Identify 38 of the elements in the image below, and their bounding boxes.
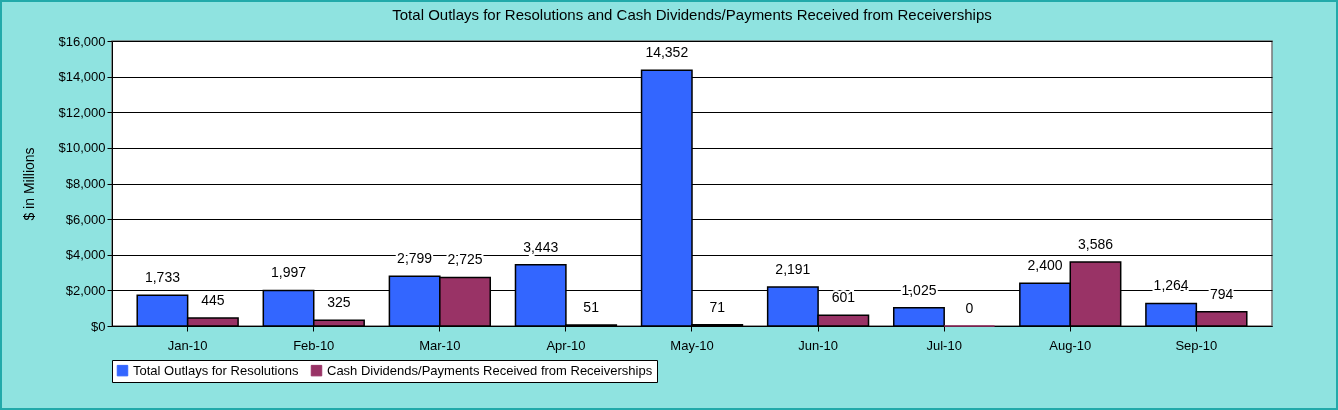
data-label: 794 xyxy=(1209,285,1234,302)
data-label: 3,443 xyxy=(523,238,559,255)
data-label: 601 xyxy=(831,289,856,306)
data-label: 51 xyxy=(583,299,600,316)
data-label: 325 xyxy=(327,294,351,311)
y-tick-label: $2,000 xyxy=(65,282,106,298)
x-tick-label: Feb-10 xyxy=(293,337,335,353)
data-label: 445 xyxy=(201,292,225,309)
y-tick-label: $14,000 xyxy=(58,69,106,85)
y-tick-label: $16,000 xyxy=(58,33,106,49)
x-tick-label: Apr-10 xyxy=(546,337,586,353)
y-tick-label: $8,000 xyxy=(65,176,106,191)
data-label: 2,725 xyxy=(447,251,483,268)
x-tick-label: Mar-10 xyxy=(419,337,461,353)
data-label: 1,264 xyxy=(1153,277,1189,294)
x-tick-label: Aug-10 xyxy=(1049,337,1092,353)
y-tick-label: $6,000 xyxy=(65,211,106,227)
data-label: 1,997 xyxy=(271,264,307,281)
chart-title: Total Outlays for Resolutions and Cash Dividends/Payments Received from Receiverships xyxy=(392,6,992,23)
y-tick-label: $10,000 xyxy=(58,140,106,156)
y-axis-title: $ in Millions xyxy=(20,147,37,221)
x-tick-label: May-10 xyxy=(670,337,714,353)
y-tick-label: $4,000 xyxy=(65,247,106,263)
data-label: 3,586 xyxy=(1077,236,1114,253)
data-label: 71 xyxy=(709,298,726,315)
data-label: 0 xyxy=(965,300,974,316)
x-tick-label: Sep-10 xyxy=(1175,337,1218,353)
x-tick-label: Jul-10 xyxy=(926,337,962,353)
y-tick-label: $0 xyxy=(91,318,106,334)
legend-label: Total Outlays for Resolutions xyxy=(133,362,299,378)
data-label: 2,191 xyxy=(775,260,811,277)
data-label: 14,352 xyxy=(645,44,689,61)
y-tick-label: $12,000 xyxy=(58,104,106,120)
x-tick-label: Jan-10 xyxy=(167,337,208,353)
legend-label: Cash Dividends/Payments Received from Receiverships xyxy=(327,362,653,378)
data-label: 2,400 xyxy=(1027,257,1063,274)
x-tick-label: Jun-10 xyxy=(798,337,838,353)
data-label: 1,733 xyxy=(144,269,181,286)
